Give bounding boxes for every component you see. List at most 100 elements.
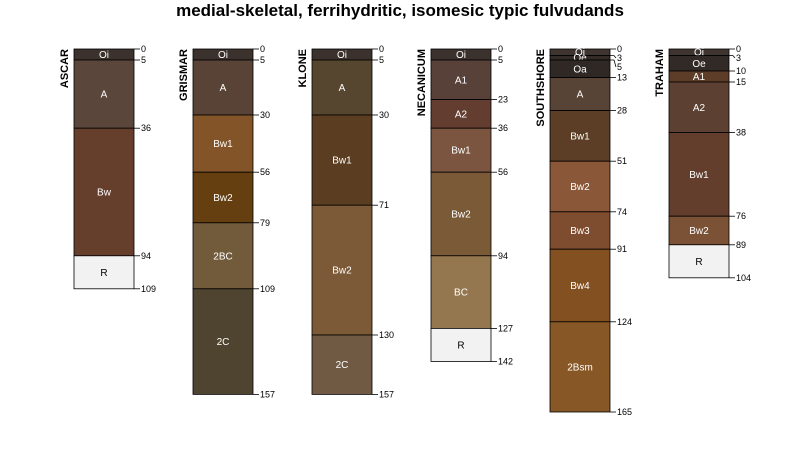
horizon-bw1 xyxy=(311,114,373,206)
horizon-bw2 xyxy=(192,171,254,224)
horizon-label: Oi xyxy=(456,50,466,61)
horizon-label: Oi xyxy=(337,50,347,61)
depth-label: 3 xyxy=(736,53,741,63)
depth-label: 0 xyxy=(141,44,146,54)
horizon-label: Bw2 xyxy=(451,210,471,221)
depth-label: 109 xyxy=(260,284,275,294)
depth-label: 56 xyxy=(260,167,270,177)
horizon-bc xyxy=(430,255,492,329)
depth-label: 30 xyxy=(379,110,389,120)
horizon-2c xyxy=(192,288,254,395)
horizon-bw xyxy=(73,127,135,257)
depth-label: 89 xyxy=(736,240,746,250)
depth-label: 0 xyxy=(617,44,622,54)
horizon-label: Oi xyxy=(575,47,585,58)
horizon-a xyxy=(192,59,254,116)
horizon-bw1 xyxy=(430,127,492,173)
horizon-r xyxy=(73,255,135,290)
depth-label: 71 xyxy=(379,200,389,210)
depth-label: 36 xyxy=(141,123,151,133)
depth-tick xyxy=(729,55,736,59)
depth-label: 0 xyxy=(379,44,384,54)
depth-label: 94 xyxy=(498,251,508,261)
depth-label: 94 xyxy=(141,251,151,261)
depth-label: 28 xyxy=(617,106,627,116)
depth-label: 36 xyxy=(498,123,508,133)
depth-label: 0 xyxy=(260,44,265,54)
profile-grismar: GRISMAR Oi A Bw1 Bw2 2BC 2C 05 30 56 79 109 157 xyxy=(178,44,275,399)
horizon-label: Oi xyxy=(694,47,704,58)
profile-name: TRAHAM xyxy=(654,49,666,97)
horizon-label: Oe xyxy=(573,53,587,64)
horizon-2bc xyxy=(192,222,254,290)
depth-label: 3 xyxy=(617,53,622,63)
depth-label: 38 xyxy=(736,128,746,138)
depth-label: 56 xyxy=(498,167,508,177)
horizon-label: R xyxy=(100,268,107,279)
horizon-2bsm xyxy=(549,321,611,413)
depth-tick xyxy=(610,55,617,59)
horizon-label: A1 xyxy=(455,75,468,86)
horizon-a xyxy=(73,59,135,129)
horizon-label: A2 xyxy=(455,109,468,120)
horizon-label: Bw1 xyxy=(213,139,233,150)
depth-label: 10 xyxy=(736,66,746,76)
depth-label: 30 xyxy=(260,110,270,120)
depth-label: 5 xyxy=(260,55,265,65)
profile-necanicum: NECANICUM Oi A1 A2 Bw1 Bw2 BC R 05 23 36 56 94 127 142 xyxy=(416,44,513,366)
horizon-label: A xyxy=(101,90,108,101)
depth-label: 5 xyxy=(617,62,622,72)
depth-label: 104 xyxy=(736,273,751,283)
depth-label: 127 xyxy=(498,323,513,333)
depth-label: 76 xyxy=(736,211,746,221)
horizon-bw2 xyxy=(311,204,373,336)
horizon-a xyxy=(311,59,373,116)
horizon-label: Bw1 xyxy=(689,170,709,181)
horizon-label: Oi xyxy=(99,50,109,61)
depth-label: 79 xyxy=(260,218,270,228)
horizon-label: A xyxy=(577,90,584,101)
depth-label: 109 xyxy=(141,284,156,294)
horizon-r xyxy=(668,244,730,279)
horizon-label: R xyxy=(695,257,702,268)
horizon-label: Bw2 xyxy=(570,182,590,193)
horizon-label: Bw2 xyxy=(332,266,352,277)
depth-label: 5 xyxy=(379,55,384,65)
horizon-label: A xyxy=(339,83,346,94)
horizon-label: Bw1 xyxy=(451,146,471,157)
horizon-label: Bw xyxy=(97,188,112,199)
depth-label: 142 xyxy=(498,356,513,366)
depth-label: 157 xyxy=(260,389,275,399)
profile-name: KLONE xyxy=(297,49,309,88)
depth-label: 5 xyxy=(141,55,146,65)
depth-tick xyxy=(610,59,617,68)
depth-label: 124 xyxy=(617,317,632,327)
horizon-a2 xyxy=(430,99,492,129)
horizon-label: A2 xyxy=(693,103,706,114)
horizon-a1 xyxy=(430,59,492,100)
horizon-r xyxy=(430,327,492,362)
depth-label: 23 xyxy=(498,95,508,105)
horizon-bw1 xyxy=(549,110,611,162)
horizon-label: Bw1 xyxy=(332,156,352,167)
horizon-bw2 xyxy=(549,160,611,213)
horizon-bw1 xyxy=(192,114,254,173)
horizon-label: 2C xyxy=(217,337,230,348)
horizon-label: Bw2 xyxy=(689,226,709,237)
horizon-bw2 xyxy=(668,215,730,246)
horizon-label: Oi xyxy=(218,50,228,61)
depth-label: 0 xyxy=(736,44,741,54)
depth-label: 165 xyxy=(617,407,632,417)
profile-name: SOUTHSHORE xyxy=(535,49,547,127)
profile-name: NECANICUM xyxy=(416,49,428,116)
depth-label: 13 xyxy=(617,73,627,83)
horizon-a2 xyxy=(668,81,730,133)
profile-name: ASCAR xyxy=(59,49,71,88)
profile-name: GRISMAR xyxy=(178,49,190,101)
horizon-bw2 xyxy=(430,171,492,257)
depth-label: 130 xyxy=(379,330,394,340)
